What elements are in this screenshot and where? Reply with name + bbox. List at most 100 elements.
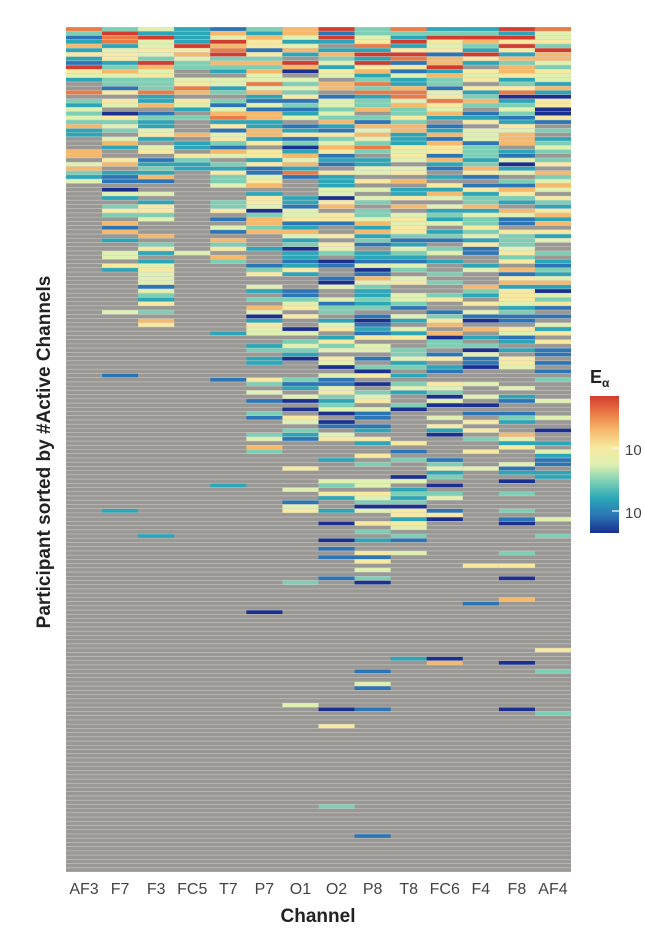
heatmap-cell [318, 162, 355, 167]
heatmap-cell [246, 267, 283, 273]
heatmap-cell [462, 246, 499, 251]
heatmap-cell [174, 35, 211, 40]
heatmap-cell [462, 43, 499, 49]
heatmap-cell [138, 284, 175, 289]
heatmap-cell [534, 314, 571, 319]
heatmap-cell [66, 162, 103, 167]
heatmap-cell [462, 27, 499, 32]
heatmap-cell [318, 335, 355, 340]
heatmap-cell [354, 115, 391, 120]
heatmap-cell [318, 318, 355, 323]
heatmap-cell [282, 69, 319, 74]
heatmap-cell [390, 314, 427, 319]
heatmap-cell [354, 318, 391, 323]
heatmap-cell [174, 132, 211, 137]
heatmap-cell [426, 415, 463, 420]
heatmap-cell [102, 212, 139, 218]
heatmap-cell [138, 272, 175, 277]
heatmap-cell [246, 390, 283, 395]
heatmap-cell [462, 98, 499, 104]
heatmap-cell [246, 225, 283, 230]
heatmap-cell [138, 115, 175, 120]
heatmap-cell [390, 35, 427, 40]
heatmap-cell [534, 259, 571, 264]
heatmap-cell [246, 73, 283, 78]
heatmap-cell [138, 301, 175, 306]
heatmap-cell [426, 390, 463, 395]
heatmap-cell [462, 234, 499, 239]
heatmap-cell [246, 212, 283, 218]
heatmap-cell [534, 288, 571, 294]
heatmap-cell [282, 86, 319, 91]
heatmap-cell [390, 136, 427, 142]
heatmap-cell [354, 31, 391, 36]
heatmap-cell [498, 398, 535, 404]
heatmap-cell [138, 174, 175, 180]
heatmap-cell [354, 200, 391, 205]
heatmap-cell [282, 60, 319, 66]
heatmap-cell [102, 48, 139, 53]
heatmap-cell [246, 132, 283, 137]
heatmap-cell [426, 238, 463, 243]
heatmap-cell [66, 119, 103, 125]
heatmap-cell [390, 479, 427, 484]
heatmap-cell [282, 35, 319, 40]
heatmap-cell [498, 166, 535, 171]
heatmap-cell [534, 115, 571, 120]
heatmap-cell [426, 157, 463, 163]
heatmap-cell [282, 432, 319, 437]
heatmap-cell [534, 470, 571, 475]
heatmap-cell [66, 107, 103, 112]
heatmap-cell [462, 365, 499, 370]
heatmap-cell [426, 31, 463, 36]
heatmap-cell [498, 234, 535, 239]
heatmap-cell [534, 103, 571, 108]
heatmap-cell [138, 43, 175, 49]
heatmap-cell [210, 242, 247, 247]
heatmap-cell [534, 90, 571, 95]
heatmap-cell [318, 94, 355, 99]
heatmap-cell [318, 86, 355, 91]
heatmap-cell [246, 356, 283, 361]
heatmap-cell [318, 276, 355, 281]
heatmap-cell [318, 407, 355, 412]
heatmap-cell [426, 386, 463, 391]
heatmap-cell [390, 305, 427, 311]
heatmap-cell [102, 191, 139, 196]
heatmap-cell [138, 191, 175, 196]
heatmap-cell [354, 73, 391, 78]
heatmap-cell [66, 77, 103, 82]
heatmap-cell [390, 242, 427, 247]
heatmap-cell [282, 339, 319, 344]
heatmap-cell [498, 35, 535, 40]
heatmap-cell [462, 343, 499, 349]
heatmap-cell [246, 69, 283, 74]
heatmap-cell [138, 322, 175, 327]
heatmap-cell [534, 179, 571, 184]
heatmap-cell [138, 39, 175, 44]
heatmap-cell [462, 208, 499, 213]
heatmap-cell [498, 356, 535, 361]
heatmap-cell [390, 267, 427, 273]
heatmap-cell [138, 60, 175, 66]
heatmap-cell [534, 263, 571, 268]
heatmap-cell [534, 81, 571, 87]
heatmap-cell [102, 56, 139, 61]
colorbar-title: Eα [590, 367, 610, 390]
heatmap-cell [426, 457, 463, 463]
heatmap-cell [282, 149, 319, 154]
heatmap-cell [102, 229, 139, 235]
heatmap-cell [282, 145, 319, 150]
heatmap-cell [174, 31, 211, 36]
heatmap-cell [210, 90, 247, 95]
heatmap-cell [354, 27, 391, 32]
heatmap-cell [318, 263, 355, 268]
heatmap-cell [390, 495, 427, 501]
heatmap-cell [282, 39, 319, 44]
heatmap-cell [210, 98, 247, 104]
colorbar-tick-label-lower: 10 [625, 505, 642, 522]
heatmap-cell [354, 48, 391, 53]
heatmap-cell [318, 52, 355, 57]
heatmap-cell [390, 128, 427, 133]
heatmap-cell [426, 60, 463, 66]
